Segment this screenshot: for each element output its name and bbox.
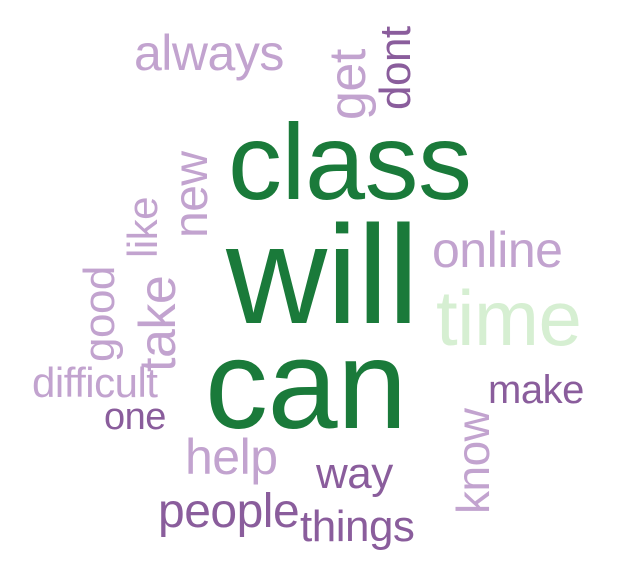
word-good: good [75, 266, 124, 362]
word-dont: dont [371, 26, 420, 110]
word-online: online [432, 222, 563, 278]
word-can: can [205, 314, 407, 455]
word-get: get [319, 49, 377, 120]
word-take: take [129, 275, 187, 372]
word-know: know [447, 408, 499, 514]
word-difficult: difficult [32, 359, 158, 406]
word-one: one [104, 396, 166, 438]
word-new: new [165, 151, 218, 238]
word-like: like [119, 196, 166, 258]
word-help: help [185, 429, 278, 485]
word-time: time [436, 274, 582, 362]
word-will: will [226, 196, 419, 353]
word-way: way [316, 449, 393, 498]
word-people: people [158, 485, 300, 538]
word-make: make [488, 368, 584, 412]
word-class: class [228, 101, 472, 222]
word-things: things [300, 502, 415, 551]
word-always: always [134, 25, 284, 81]
